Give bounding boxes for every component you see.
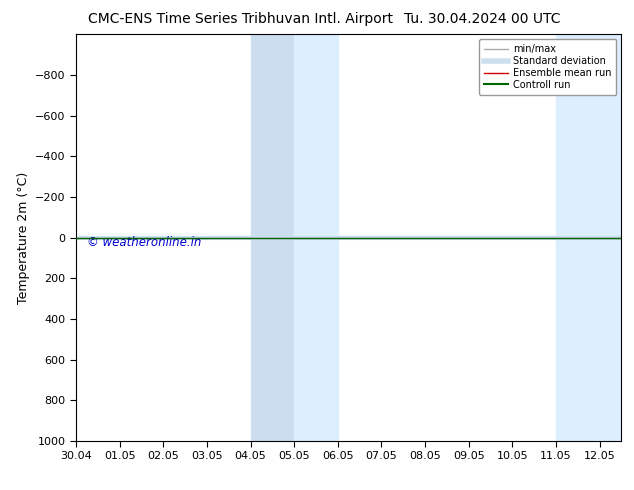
Bar — [556, 34, 621, 441]
Bar — [250, 34, 294, 441]
Text: © weatheronline.in: © weatheronline.in — [87, 236, 202, 248]
Y-axis label: Temperature 2m (°C): Temperature 2m (°C) — [16, 172, 30, 304]
Text: Tu. 30.04.2024 00 UTC: Tu. 30.04.2024 00 UTC — [404, 12, 560, 26]
Legend: min/max, Standard deviation, Ensemble mean run, Controll run: min/max, Standard deviation, Ensemble me… — [479, 39, 616, 95]
Bar — [294, 34, 338, 441]
Text: CMC-ENS Time Series Tribhuvan Intl. Airport: CMC-ENS Time Series Tribhuvan Intl. Airp… — [88, 12, 394, 26]
